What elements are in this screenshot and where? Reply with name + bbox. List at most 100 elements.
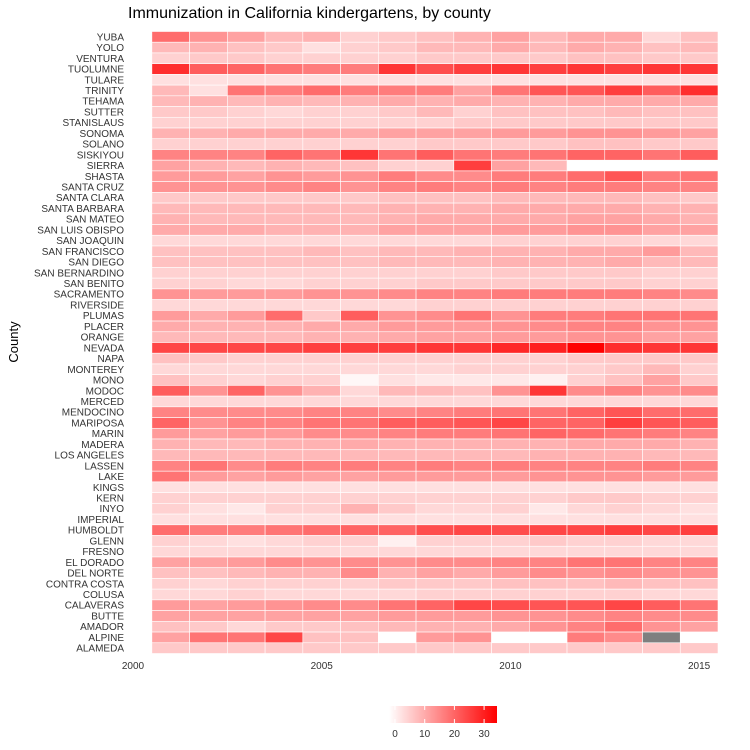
heatmap-cell: [227, 578, 266, 590]
heatmap-cell: [642, 74, 681, 86]
heatmap-cell: [189, 556, 228, 568]
heatmap-cell: [151, 245, 190, 257]
heatmap-cell: [302, 41, 341, 54]
heatmap-cell: [642, 267, 681, 279]
heatmap-cell: [566, 406, 606, 418]
y-tick-label: SAN MATEO: [66, 215, 124, 226]
heatmap-cell: [415, 427, 455, 440]
heatmap-cell: [604, 192, 643, 204]
heatmap-cell: [264, 31, 304, 43]
heatmap-cell: [566, 642, 606, 654]
heatmap-cell: [679, 363, 719, 375]
heatmap-cell: [415, 267, 455, 279]
heatmap-cell: [642, 181, 681, 193]
y-tick-label: SAN BENITO: [64, 279, 125, 290]
heatmap-cell: [415, 438, 455, 451]
heatmap-cell: [415, 310, 455, 322]
heatmap-cell: [302, 149, 341, 161]
heatmap-cell: [151, 578, 190, 590]
heatmap-cell: [642, 63, 681, 75]
y-tick-label: AMADOR: [80, 622, 124, 633]
heatmap-cell: [604, 438, 643, 451]
heatmap-cell: [528, 545, 568, 558]
heatmap-cell: [453, 406, 492, 418]
heatmap-cell: [642, 406, 681, 418]
heatmap-cell: [453, 149, 492, 161]
heatmap-cell: [378, 74, 417, 86]
heatmap-cell: [189, 588, 228, 601]
heatmap-cell: [679, 342, 719, 354]
heatmap-cell: [302, 621, 341, 633]
heatmap-cell: [415, 481, 455, 493]
heatmap-cell: [415, 63, 455, 75]
heatmap-cell: [302, 213, 341, 225]
heatmap-cell: [340, 599, 379, 611]
heatmap-cell: [679, 631, 719, 644]
heatmap-cell: [528, 31, 568, 43]
heatmap-cell: [491, 470, 530, 483]
heatmap-cell: [679, 524, 719, 536]
legend-tick-label: 0: [392, 729, 398, 740]
y-tick-label: SANTA BARBARA: [41, 204, 124, 215]
heatmap-cell: [453, 116, 492, 129]
heatmap-cell: [566, 234, 606, 247]
heatmap-cell: [151, 116, 190, 129]
heatmap-cell: [604, 599, 643, 611]
heatmap-cell: [528, 588, 568, 601]
heatmap-cell: [528, 363, 568, 375]
heatmap-cell: [566, 213, 606, 225]
heatmap-cell: [453, 63, 492, 75]
y-tick-label: SOLANO: [82, 140, 124, 151]
heatmap-cell: [302, 599, 341, 611]
heatmap-cell: [189, 352, 228, 365]
heatmap-cell: [227, 438, 266, 451]
heatmap-cell: [264, 503, 304, 515]
heatmap-cell: [189, 470, 228, 483]
heatmap-cell: [302, 74, 341, 86]
heatmap-cell: [151, 535, 190, 547]
heatmap-cell: [378, 567, 417, 579]
heatmap-cell: [340, 202, 379, 215]
heatmap-cell: [340, 159, 379, 172]
heatmap-cell: [189, 578, 228, 590]
heatmap-cell: [189, 310, 228, 322]
heatmap-cell: [604, 460, 643, 472]
heatmap-cell: [528, 470, 568, 483]
heatmap-cell: [528, 181, 568, 193]
heatmap-cell: [151, 299, 190, 311]
heatmap-cell: [340, 481, 379, 493]
heatmap-cell: [264, 288, 304, 300]
heatmap-cell: [566, 374, 606, 386]
heatmap-cell: [378, 642, 417, 654]
heatmap-cell: [227, 116, 266, 129]
heatmap-cell: [189, 406, 228, 418]
heatmap-cell: [302, 277, 341, 290]
heatmap-cell: [491, 245, 530, 257]
heatmap-cell: [566, 224, 606, 236]
heatmap-cell: [679, 374, 719, 386]
heatmap-cell: [264, 41, 304, 54]
heatmap-cell: [566, 95, 606, 107]
heatmap-cell: [679, 513, 719, 526]
heatmap-cell: [264, 395, 304, 408]
heatmap-cell: [227, 320, 266, 333]
x-tick-label: 2000: [122, 661, 145, 672]
heatmap-cell: [378, 224, 417, 236]
heatmap-cell: [264, 159, 304, 172]
heatmap-cell: [566, 202, 606, 215]
heatmap-cell: [378, 127, 417, 140]
heatmap-cell: [528, 406, 568, 418]
heatmap-cell: [189, 417, 228, 429]
heatmap-cell: [604, 95, 643, 107]
heatmap-cell: [302, 245, 341, 257]
heatmap-cell: [340, 567, 379, 579]
heatmap-cell: [491, 363, 530, 375]
heatmap-cell: [566, 192, 606, 204]
heatmap-cell: [227, 492, 266, 504]
y-tick-label: TULARE: [85, 75, 125, 86]
heatmap-cell: [151, 460, 190, 472]
heatmap-cell: [151, 417, 190, 429]
heatmap-cell: [566, 288, 606, 300]
heatmap-cell: [604, 610, 643, 622]
heatmap-cell: [340, 31, 379, 43]
